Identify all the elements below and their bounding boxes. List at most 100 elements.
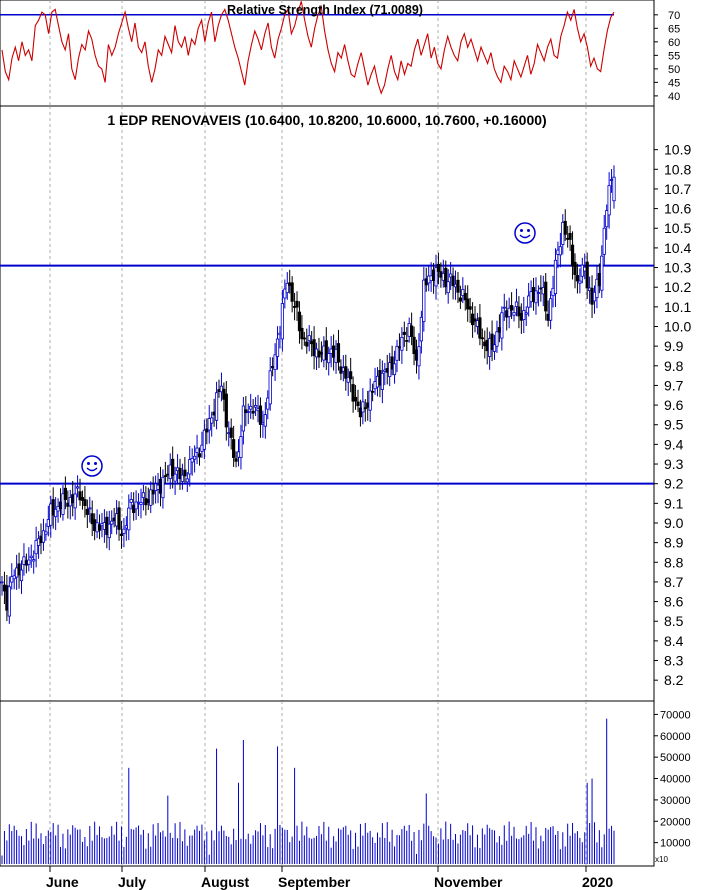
price-candles bbox=[0, 165, 616, 624]
price-candle-body bbox=[436, 263, 441, 272]
price-candle-body bbox=[456, 279, 460, 293]
price-candle-body bbox=[595, 278, 599, 299]
price-candle-body bbox=[139, 501, 143, 505]
price-candle-body bbox=[327, 353, 331, 364]
price-candle-body bbox=[463, 292, 467, 301]
price-candle-body bbox=[568, 232, 572, 240]
price-candle-body bbox=[134, 501, 138, 510]
price-candle-body bbox=[151, 489, 155, 495]
price-tick-label: 9.0 bbox=[664, 515, 684, 531]
volume-tick-label: 40000 bbox=[660, 774, 691, 786]
price-tick-label: 9.5 bbox=[664, 417, 684, 433]
x-axis-months: June July August September November 2020 bbox=[46, 866, 613, 890]
price-candle-body bbox=[0, 581, 4, 584]
price-candle-body bbox=[417, 346, 421, 367]
price-candle-body bbox=[207, 418, 211, 431]
price-candle-body bbox=[54, 508, 58, 518]
price-candle-body bbox=[127, 507, 131, 531]
price-tick-label: 9.2 bbox=[664, 476, 684, 492]
price-candle-body bbox=[117, 507, 121, 530]
price-candle-body bbox=[346, 376, 350, 383]
price-candle-body bbox=[536, 292, 541, 294]
price-candle-body bbox=[246, 411, 250, 413]
price-candle-body bbox=[573, 261, 577, 275]
price-candle-body bbox=[280, 303, 284, 340]
x-axis-month-label: June bbox=[46, 874, 79, 890]
volume-tick-label: 70000 bbox=[660, 709, 691, 721]
price-candle-body bbox=[371, 390, 375, 393]
price-candle-body bbox=[380, 372, 384, 390]
rsi-tick-label: 45 bbox=[668, 77, 680, 89]
price-candle-body bbox=[507, 307, 511, 317]
volume-tick-label: 30000 bbox=[660, 795, 691, 807]
volume-bars bbox=[1, 718, 615, 864]
price-candle-body bbox=[544, 281, 548, 312]
price-candle-body bbox=[358, 407, 363, 418]
price-candle-body bbox=[297, 311, 302, 332]
price-candle-body bbox=[34, 540, 38, 555]
price-candle-body bbox=[549, 298, 553, 321]
price-candle-body bbox=[434, 267, 438, 287]
x-axis-month-label: 2020 bbox=[582, 874, 613, 890]
price-tick-label: 9.3 bbox=[664, 456, 684, 472]
price-candle-body bbox=[122, 528, 126, 534]
price-candle-body bbox=[205, 428, 209, 433]
price-candle-body bbox=[495, 331, 499, 347]
price-candle-body bbox=[234, 458, 238, 462]
price-candle-body bbox=[163, 475, 167, 478]
price-candle-body bbox=[392, 363, 397, 376]
price-candle-body bbox=[119, 533, 124, 536]
price-candle-body bbox=[458, 297, 462, 302]
price-candle-body bbox=[241, 405, 245, 432]
price-candle-body bbox=[534, 290, 538, 304]
price-candle-body bbox=[514, 301, 519, 307]
x-axis-month-label: July bbox=[118, 874, 146, 890]
price-candle-body bbox=[563, 220, 567, 235]
price-y-axis: 8.2 8.3 8.4 8.5 8.6 8.7 8.8 8.9 9.0 9.1 9.2 9.3 9.4 9… bbox=[654, 142, 691, 688]
price-candle-body bbox=[61, 493, 65, 515]
volume-panel: 10000 20000 30000 40000 50000 60000 70000 x10 bbox=[0, 700, 691, 867]
price-candle-body bbox=[229, 427, 233, 438]
price-candle-body bbox=[41, 530, 46, 543]
price-candle-body bbox=[27, 559, 31, 565]
price-candle-body bbox=[353, 396, 358, 402]
price-tick-label: 8.5 bbox=[664, 613, 684, 629]
smiley-icon bbox=[81, 455, 103, 477]
price-candle-body bbox=[578, 280, 582, 284]
price-candle-body bbox=[17, 563, 21, 576]
price-candle-body bbox=[188, 459, 192, 475]
price-candle-body bbox=[402, 331, 406, 335]
price-tick-label: 9.4 bbox=[664, 436, 684, 452]
price-candle-body bbox=[356, 401, 360, 407]
price-tick-label: 10.2 bbox=[664, 279, 691, 295]
price-candle-body bbox=[349, 371, 353, 380]
price-candle-body bbox=[419, 316, 423, 342]
price-candle-body bbox=[285, 282, 289, 294]
price-candle-body bbox=[466, 298, 470, 310]
price-candle-body bbox=[275, 338, 280, 357]
price-candle-body bbox=[553, 259, 558, 294]
price-frame bbox=[0, 105, 655, 702]
price-candle-body bbox=[107, 523, 111, 539]
rsi-tick-label: 55 bbox=[668, 50, 680, 62]
price-candle-body bbox=[390, 356, 394, 370]
price-candle-body bbox=[410, 325, 414, 337]
price-candle-body bbox=[461, 289, 465, 296]
rsi-tick-label: 60 bbox=[668, 37, 680, 49]
price-candle-body bbox=[612, 176, 616, 202]
price-tick-label: 10.1 bbox=[664, 299, 691, 315]
price-candle-body bbox=[88, 507, 92, 510]
price-support-resistance-lines bbox=[0, 264, 654, 485]
x-axis-month-label: September bbox=[278, 874, 351, 890]
price-candle-body bbox=[446, 281, 450, 294]
price-tick-label: 10.5 bbox=[664, 220, 691, 236]
price-tick-label: 8.7 bbox=[664, 574, 684, 590]
price-candle-body bbox=[283, 288, 287, 299]
price-candle-body bbox=[400, 336, 404, 351]
volume-tick-label: 50000 bbox=[660, 752, 691, 764]
price-candle-body bbox=[224, 393, 228, 428]
price-tick-label: 9.7 bbox=[664, 377, 684, 393]
price-candle-body bbox=[73, 493, 77, 509]
price-candle-body bbox=[249, 405, 253, 410]
